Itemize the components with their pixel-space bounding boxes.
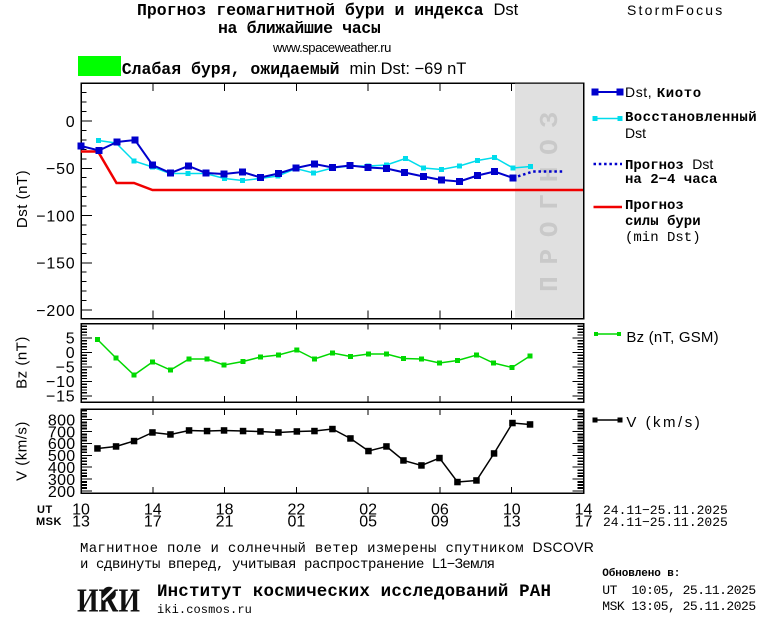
- svg-text:02: 02: [359, 502, 377, 519]
- svg-text:18: 18: [216, 502, 234, 519]
- svg-text:600: 600: [48, 436, 76, 453]
- svg-text:0: 0: [66, 345, 76, 362]
- svg-text:14: 14: [144, 502, 162, 519]
- svg-text:17: 17: [575, 514, 593, 531]
- svg-text:21: 21: [216, 514, 234, 531]
- svg-text:09: 09: [431, 514, 449, 531]
- svg-text:14: 14: [575, 502, 593, 519]
- svg-text:22: 22: [287, 502, 305, 519]
- svg-text:0: 0: [66, 114, 76, 131]
- svg-text:−200: −200: [36, 303, 75, 320]
- svg-text:01: 01: [287, 514, 305, 531]
- svg-text:Bz (nT): Bz (nT): [14, 336, 31, 389]
- svg-text:Dst (nT): Dst (nT): [14, 170, 31, 228]
- svg-text:V (km/s): V (km/s): [14, 421, 31, 481]
- svg-text:13: 13: [503, 514, 521, 531]
- svg-text:−50: −50: [46, 161, 76, 178]
- svg-text:−15: −15: [46, 389, 76, 406]
- svg-text:13: 13: [72, 514, 90, 531]
- svg-text:−5: −5: [56, 360, 76, 377]
- svg-text:5: 5: [66, 331, 76, 348]
- svg-text:200: 200: [48, 484, 76, 501]
- svg-text:400: 400: [48, 460, 76, 477]
- svg-text:10: 10: [503, 502, 521, 519]
- svg-text:06: 06: [431, 502, 449, 519]
- svg-text:−100: −100: [36, 208, 75, 225]
- svg-text:500: 500: [48, 448, 76, 465]
- svg-text:ПРОГНОЗ: ПРОГНОЗ: [535, 100, 565, 292]
- svg-text:−10: −10: [46, 374, 76, 391]
- svg-text:700: 700: [48, 424, 76, 441]
- svg-text:300: 300: [48, 472, 76, 489]
- svg-text:17: 17: [144, 514, 162, 531]
- svg-text:−150: −150: [36, 256, 75, 273]
- svg-text:05: 05: [359, 514, 377, 531]
- svg-text:10: 10: [72, 502, 90, 519]
- svg-text:800: 800: [48, 412, 76, 429]
